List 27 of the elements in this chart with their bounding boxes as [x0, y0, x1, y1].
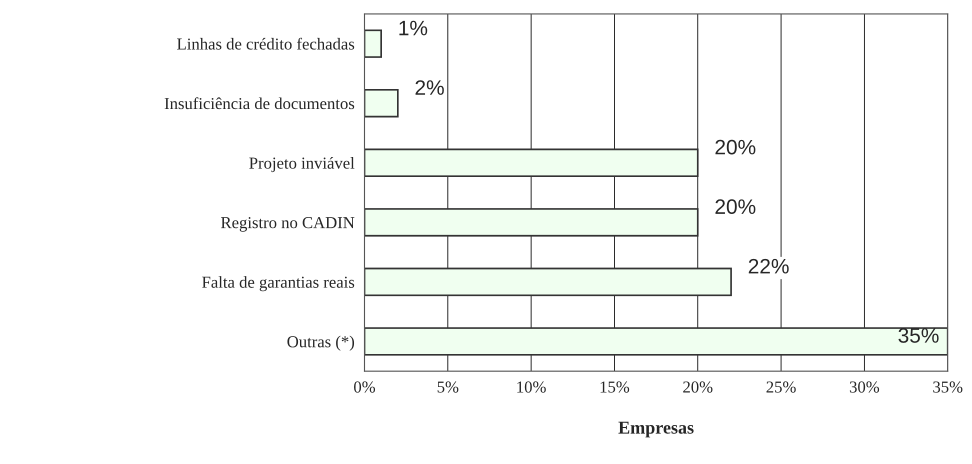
bar [364, 89, 399, 118]
y-tick-label: Projeto inviável [249, 156, 354, 172]
x-tick-label: 10% [517, 381, 546, 393]
bar [364, 208, 699, 237]
x-axis-title: Empresas [618, 422, 694, 438]
bar [364, 148, 699, 178]
x-tick-label: 5% [438, 381, 458, 393]
x-tick-label: 35% [933, 381, 962, 393]
bar [364, 327, 948, 356]
y-tick-label: Outras (*) [287, 336, 354, 351]
bar [364, 29, 382, 58]
data-label: 20% [715, 199, 756, 214]
x-tick-label: 15% [600, 381, 630, 393]
bar [364, 268, 732, 296]
y-tick-label: Linhas de crédito fechadas [177, 38, 354, 50]
x-tick-label: 20% [683, 381, 712, 393]
y-tick-label: Registro no CADIN [221, 217, 354, 232]
data-label: 22% [748, 258, 789, 274]
data-label: 35% [898, 328, 939, 343]
data-label: 2% [416, 80, 444, 95]
data-label: 1% [399, 20, 428, 36]
data-label: 20% [715, 140, 756, 154]
x-tick-label: 30% [850, 381, 880, 393]
y-tick-label: Falta de garantias reais [202, 276, 354, 292]
x-tick-label: 25% [766, 381, 796, 393]
x-tick-label: 0% [354, 381, 376, 393]
y-tick-label: Insuficiência de documentos [164, 97, 354, 110]
